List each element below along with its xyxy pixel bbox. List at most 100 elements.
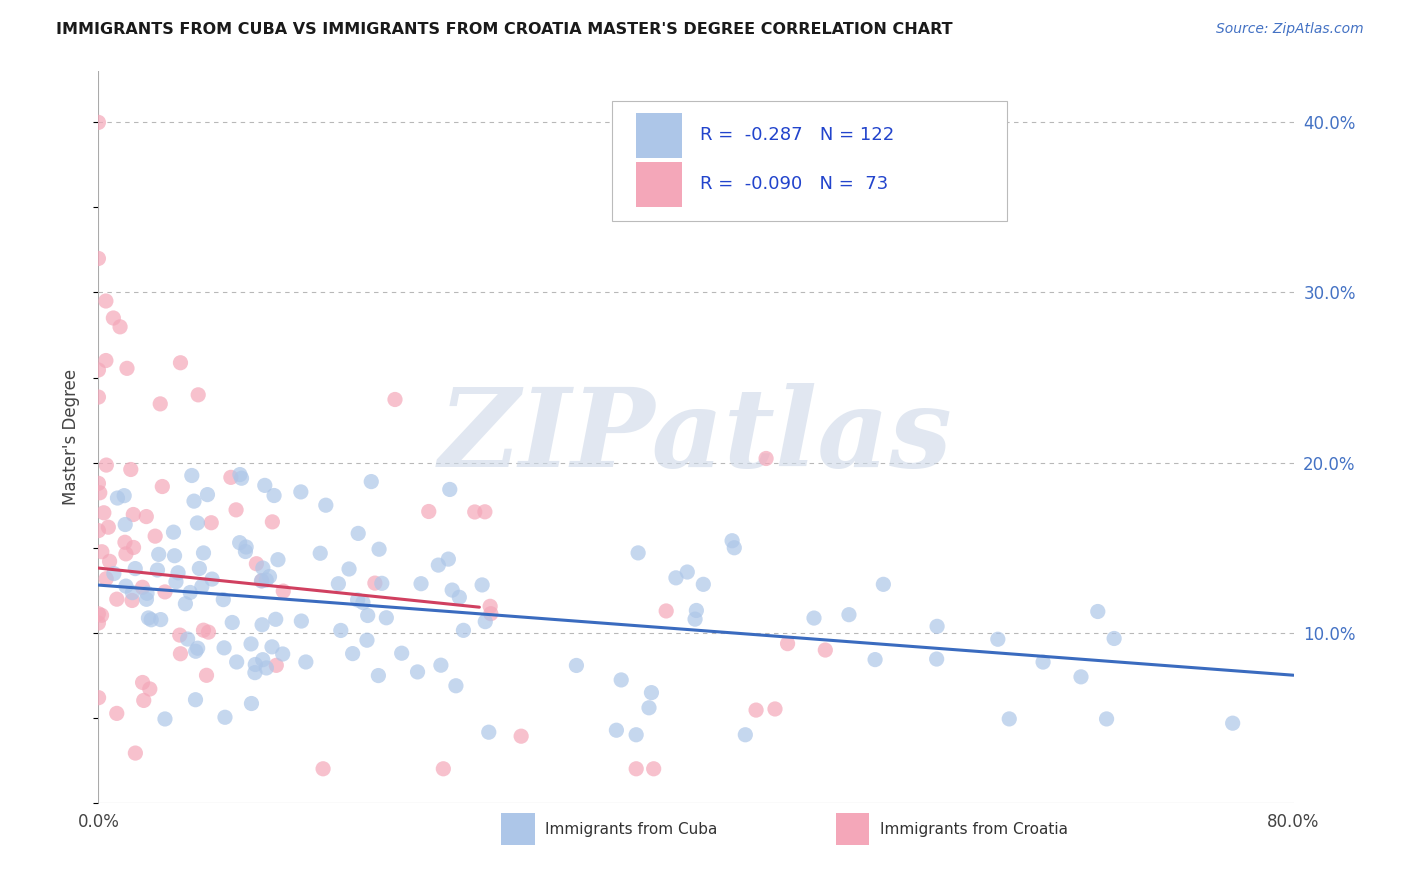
Point	[437, 552, 460, 566]
Point	[124, 746, 146, 760]
Point	[391, 646, 413, 660]
Point	[243, 665, 266, 680]
Point	[1032, 655, 1054, 669]
Point	[169, 356, 191, 370]
Point	[271, 584, 294, 599]
Point	[93, 506, 115, 520]
Point	[225, 655, 247, 669]
Point	[149, 613, 172, 627]
Point	[169, 628, 191, 642]
Point	[115, 547, 138, 561]
Point	[474, 505, 496, 519]
Point	[121, 585, 143, 599]
Point	[201, 572, 224, 586]
Point	[253, 478, 276, 492]
Point	[295, 655, 318, 669]
Point	[364, 576, 387, 591]
Point	[352, 595, 374, 609]
Point	[112, 489, 135, 503]
Point	[346, 593, 368, 607]
Point	[87, 390, 110, 404]
Point	[838, 607, 860, 622]
Point	[624, 762, 647, 776]
Point	[105, 706, 128, 721]
Point	[439, 483, 461, 497]
Point	[115, 361, 138, 376]
Point	[312, 762, 335, 776]
Point	[510, 729, 533, 743]
Point	[87, 476, 110, 491]
Point	[87, 115, 110, 129]
Point	[94, 293, 117, 308]
Point	[1087, 605, 1109, 619]
Point	[187, 641, 209, 656]
Point	[745, 703, 768, 717]
Point	[87, 363, 110, 377]
Point	[315, 498, 337, 512]
FancyBboxPatch shape	[613, 101, 1007, 221]
Point	[479, 599, 502, 614]
Point	[464, 505, 486, 519]
Point	[1070, 670, 1092, 684]
Point	[193, 546, 215, 560]
Point	[624, 728, 647, 742]
Point	[290, 614, 312, 628]
Y-axis label: Master's Degree: Master's Degree	[62, 369, 80, 505]
Point	[432, 762, 454, 776]
Text: Source: ZipAtlas.com: Source: ZipAtlas.com	[1216, 22, 1364, 37]
Point	[368, 542, 391, 557]
Point	[803, 611, 825, 625]
Point	[114, 517, 136, 532]
Point	[103, 566, 125, 581]
Point	[167, 566, 190, 580]
Point	[692, 577, 714, 591]
Point	[188, 561, 211, 575]
Point	[231, 471, 253, 485]
Point	[87, 690, 110, 705]
Point	[108, 319, 131, 334]
Point	[342, 647, 364, 661]
Point	[453, 624, 475, 638]
Point	[685, 603, 707, 617]
Point	[186, 516, 208, 530]
Point	[723, 541, 745, 555]
Point	[367, 668, 389, 682]
Point	[148, 547, 170, 561]
Point	[131, 580, 153, 594]
Point	[449, 591, 471, 605]
Point	[252, 561, 274, 575]
Point	[245, 657, 267, 672]
Point	[87, 615, 110, 630]
Point	[309, 546, 332, 560]
Point	[121, 593, 143, 607]
Point	[240, 637, 263, 651]
Point	[245, 557, 267, 571]
Point	[197, 625, 219, 640]
Point	[187, 388, 209, 402]
Point	[479, 607, 502, 621]
Point	[107, 491, 129, 505]
Point	[200, 516, 222, 530]
Point	[627, 546, 650, 560]
Point	[409, 576, 432, 591]
Point	[444, 679, 467, 693]
Text: IMMIGRANTS FROM CUBA VS IMMIGRANTS FROM CROATIA MASTER'S DEGREE CORRELATION CHAR: IMMIGRANTS FROM CUBA VS IMMIGRANTS FROM …	[56, 22, 953, 37]
Point	[180, 468, 202, 483]
Text: Immigrants from Cuba: Immigrants from Cuba	[546, 822, 717, 837]
Point	[183, 494, 205, 508]
Point	[925, 652, 948, 666]
Point	[478, 725, 501, 739]
Point	[776, 637, 799, 651]
Point	[193, 623, 215, 637]
Point	[165, 574, 187, 589]
Point	[114, 535, 136, 549]
Point	[610, 673, 633, 687]
Point	[755, 451, 778, 466]
Point	[96, 572, 118, 586]
Point	[1222, 716, 1244, 731]
Point	[676, 565, 699, 579]
Point	[266, 658, 288, 673]
Point	[240, 697, 263, 711]
Point	[655, 604, 678, 618]
Point	[174, 597, 197, 611]
